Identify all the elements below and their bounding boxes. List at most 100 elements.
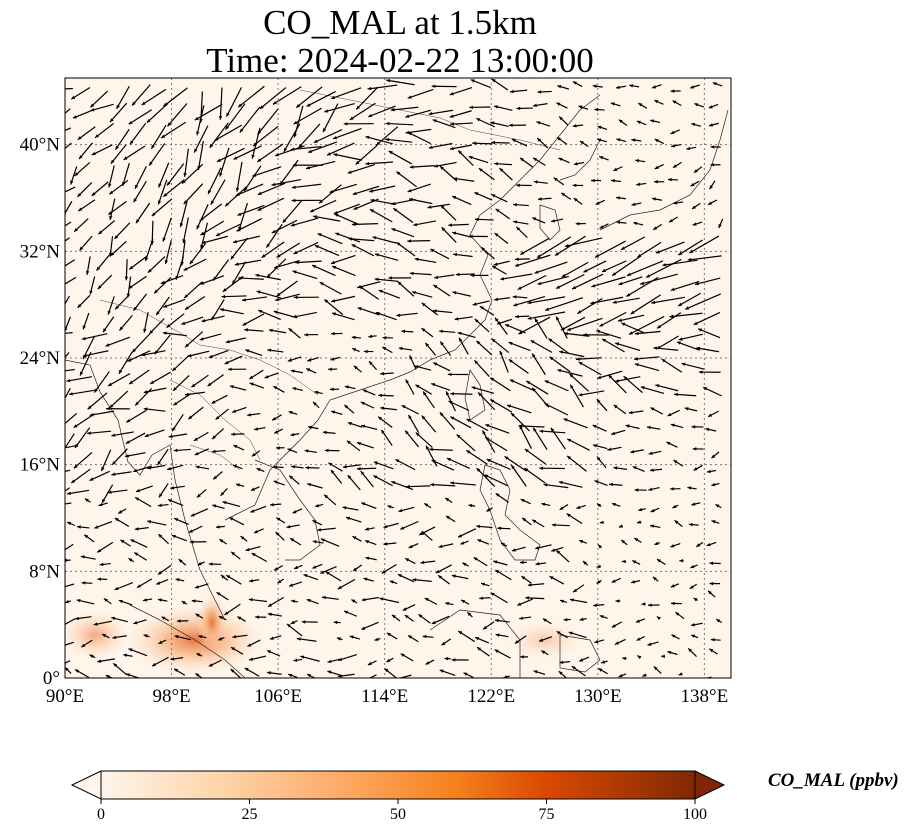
wind-arrowhead	[82, 325, 86, 330]
wind-arrowhead	[196, 493, 201, 498]
wind-arrow	[163, 298, 186, 308]
wind-arrowhead	[425, 661, 430, 665]
wind-arrowhead	[613, 167, 618, 171]
wind-arrowhead	[509, 379, 514, 383]
wind-arrowhead	[628, 331, 633, 335]
wind-arrowhead	[374, 277, 379, 282]
wind-arrowhead	[691, 122, 696, 127]
wind-arrowhead	[60, 266, 64, 269]
wind-arrowhead	[579, 617, 584, 621]
wind-arrowhead	[254, 427, 259, 431]
wind-arrowhead	[454, 317, 459, 321]
wind-arrow	[292, 270, 318, 280]
wind-arrow	[256, 290, 282, 299]
wind-arrow	[349, 102, 376, 121]
wind-arrowhead	[638, 103, 643, 107]
wind-arrowhead	[229, 517, 234, 521]
wind-arrowhead	[579, 140, 584, 145]
wind-arrowhead	[272, 416, 277, 421]
wind-arrowhead	[459, 337, 463, 342]
wind-arrowhead	[618, 281, 623, 286]
wind-arrow	[523, 467, 546, 484]
wind-arrowhead	[163, 304, 168, 308]
wind-arrowhead	[161, 134, 166, 139]
wind-arrowhead	[320, 538, 325, 542]
wind-arrowhead	[327, 659, 332, 664]
wind-arrowhead	[678, 672, 683, 676]
wind-arrow	[369, 208, 393, 223]
wind-arrowhead	[556, 102, 561, 106]
wind-arrowhead	[199, 217, 204, 221]
wind-arrow	[684, 293, 722, 310]
wind-arrow	[275, 293, 300, 301]
wind-arrowhead	[388, 151, 393, 155]
colorbar-label: CO_MAL (ppbv)	[768, 770, 899, 791]
wind-arrowhead	[685, 306, 690, 310]
wind-arrow	[651, 296, 685, 304]
wind-arrowhead	[337, 585, 342, 590]
wind-arrow	[578, 390, 605, 396]
wind-arrowhead	[673, 201, 678, 205]
wind-arrow	[500, 273, 533, 280]
wind-arrowhead	[357, 307, 362, 311]
wind-arrow	[596, 329, 622, 339]
wind-arrowhead	[428, 145, 433, 149]
wind-arrow	[154, 334, 171, 355]
wind-arrow	[183, 183, 204, 205]
wind-arrowhead	[174, 518, 179, 522]
wind-arrow	[257, 197, 285, 212]
wind-arrowhead	[578, 392, 583, 397]
wind-arrowhead	[306, 103, 311, 107]
wind-arrowhead	[347, 475, 352, 479]
x-tick-label: 138°E	[681, 686, 729, 707]
wind-arrowhead	[564, 331, 569, 336]
wind-arrowhead	[709, 648, 714, 653]
wind-arrow	[510, 464, 527, 487]
wind-arrowhead	[425, 342, 430, 347]
wind-arrowhead	[118, 510, 123, 514]
wind-arrow	[524, 448, 547, 465]
wind-arrow	[560, 316, 586, 331]
wind-arrow	[330, 254, 356, 265]
wind-arrowhead	[452, 196, 457, 200]
wind-arrow	[509, 379, 533, 391]
wind-arrowhead	[532, 217, 537, 221]
wind-arrow	[351, 243, 375, 257]
wind-arrow	[65, 583, 75, 588]
wind-arrowhead	[78, 207, 83, 212]
wind-arrow	[131, 333, 151, 353]
wind-arrowhead	[291, 465, 296, 469]
wind-arrow	[499, 350, 509, 373]
wind-arrowhead	[402, 607, 407, 611]
wind-arrowhead	[558, 671, 563, 675]
wind-arrowhead	[445, 601, 450, 606]
wind-arrow	[537, 275, 569, 285]
wind-arrow	[311, 264, 336, 277]
wind-arrowhead	[515, 314, 519, 319]
wind-arrowhead	[430, 482, 434, 487]
wind-arrowhead	[363, 349, 368, 354]
wind-arrowhead	[298, 143, 303, 148]
wind-arrowhead	[687, 257, 692, 262]
wind-arrowhead	[110, 159, 115, 164]
wind-arrowhead	[89, 477, 94, 481]
wind-arrowhead	[469, 105, 473, 110]
wind-arrowhead	[362, 389, 367, 393]
wind-arrowhead	[168, 499, 173, 503]
wind-arrow	[491, 338, 510, 354]
wind-arrowhead	[446, 458, 451, 462]
wind-arrow	[508, 358, 529, 374]
wind-arrow	[293, 107, 323, 125]
wind-arrowhead	[261, 254, 266, 258]
wind-arrowhead	[485, 424, 490, 428]
wind-arrowhead	[478, 168, 483, 172]
wind-arrowhead	[591, 284, 596, 288]
wind-arrowhead	[274, 430, 279, 434]
wind-arrowhead	[270, 502, 274, 507]
wind-arrow	[114, 128, 130, 151]
wind-arrowhead	[240, 536, 245, 540]
wind-arrowhead	[549, 356, 554, 361]
wind-arrowhead	[66, 378, 71, 383]
wind-arrowhead	[469, 234, 473, 239]
wind-arrowhead	[60, 549, 64, 552]
